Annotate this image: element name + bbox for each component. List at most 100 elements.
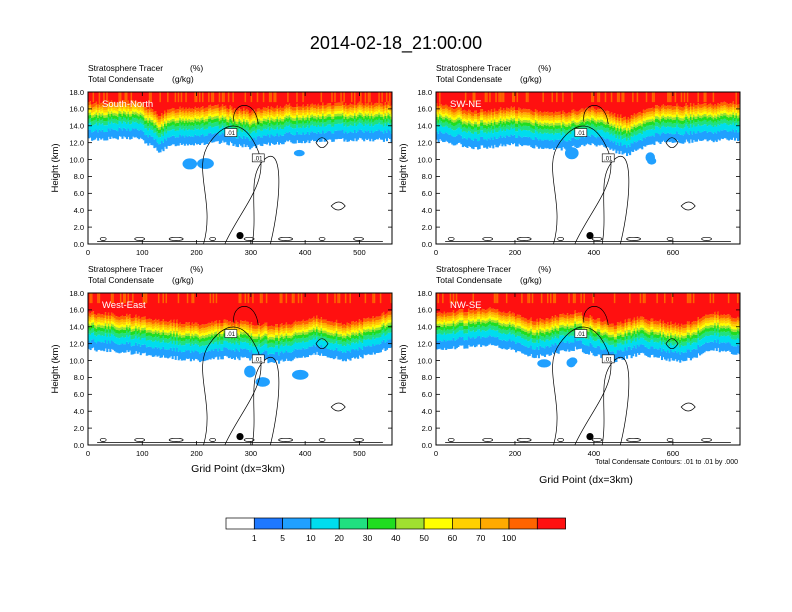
colorbar-swatch bbox=[452, 517, 482, 530]
svg-text:.01: .01 bbox=[604, 156, 613, 162]
header-line2-unit: (g/kg) bbox=[172, 74, 194, 84]
colorbar-label: 1 bbox=[252, 533, 257, 543]
x-tick-label: 600 bbox=[667, 449, 680, 458]
panel-name: SW-NE bbox=[450, 99, 482, 110]
header-line1: Stratosphere Tracer bbox=[88, 264, 163, 274]
y-tick-label: 10.0 bbox=[417, 356, 432, 365]
panel-frame bbox=[435, 292, 741, 446]
tracer-field: .01 .01 bbox=[436, 92, 740, 244]
y-tick-label: 0.0 bbox=[74, 240, 84, 249]
colorbar-swatch bbox=[282, 517, 312, 530]
header-line1: Stratosphere Tracer bbox=[436, 63, 511, 73]
contour-note: Total Condensate Contours: .01 to .01 by… bbox=[595, 459, 738, 466]
colorbar-label: 50 bbox=[419, 533, 429, 543]
y-tick-label: 2.0 bbox=[422, 223, 432, 232]
y-tick-label: 6.0 bbox=[422, 189, 432, 198]
tracer-field: .01 .01 bbox=[88, 293, 392, 445]
x-tick-label: 400 bbox=[299, 248, 312, 257]
x-tick-label: 300 bbox=[245, 248, 258, 257]
y-tick-label: 8.0 bbox=[422, 172, 432, 181]
y-tick-label: 2.0 bbox=[422, 424, 432, 433]
location-marker bbox=[236, 231, 244, 240]
x-tick-label: 400 bbox=[299, 449, 312, 458]
y-tick-label: 12.0 bbox=[417, 339, 432, 348]
y-tick-label: 4.0 bbox=[74, 206, 84, 215]
x-tick-label: 400 bbox=[588, 449, 601, 458]
location-marker bbox=[586, 231, 594, 240]
panel-south-north: .01 .01 South-North Stratosphere Tracer (%) T… bbox=[50, 63, 393, 257]
panel-name: South-North bbox=[102, 99, 153, 110]
contour-label: .01 bbox=[574, 329, 588, 338]
y-tick-label: 4.0 bbox=[422, 206, 432, 215]
y-tick-label: 12.0 bbox=[69, 138, 84, 147]
colorbar-swatch bbox=[395, 517, 425, 530]
panel-name: West-East bbox=[102, 300, 146, 311]
panel-west-east: .01 .01 West-East Stratosphere Tracer (%) Tot… bbox=[50, 264, 393, 458]
colorbar-label: 100 bbox=[502, 533, 516, 543]
contour-label: .01 bbox=[224, 128, 238, 137]
y-tick-label: 16.0 bbox=[417, 105, 432, 114]
y-tick-label: 10.0 bbox=[417, 155, 432, 164]
tracer-field: .01 .01 bbox=[88, 92, 392, 244]
header-line2-unit: (g/kg) bbox=[520, 275, 542, 285]
y-tick-label: 16.0 bbox=[417, 306, 432, 315]
y-tick-label: 6.0 bbox=[422, 390, 432, 399]
header-line2: Total Condensate bbox=[436, 74, 502, 84]
y-tick-label: 14.0 bbox=[69, 323, 84, 332]
x-axis-label-right: Grid Point (dx=3km) bbox=[539, 474, 633, 486]
header-line1: Stratosphere Tracer bbox=[436, 264, 511, 274]
condensate-contours bbox=[445, 105, 731, 244]
colorbar-swatch bbox=[367, 517, 397, 530]
x-tick-label: 0 bbox=[86, 248, 90, 257]
y-tick-label: 8.0 bbox=[74, 373, 84, 382]
y-axis-label: Height (km) bbox=[50, 143, 61, 192]
colorbar-swatch bbox=[480, 517, 510, 530]
header-line1-unit: (%) bbox=[190, 63, 203, 73]
header-line1-unit: (%) bbox=[538, 63, 551, 73]
y-tick-label: 12.0 bbox=[69, 339, 84, 348]
colorbar-swatch bbox=[423, 517, 453, 530]
y-axis-label: Height (km) bbox=[398, 143, 409, 192]
colorbar-swatch bbox=[508, 517, 538, 530]
header-line1: Stratosphere Tracer bbox=[88, 63, 163, 73]
panel-nw-se: .01 .01 NW-SE Stratosphere Tracer (%) Total C… bbox=[398, 264, 741, 458]
colorbar-swatch bbox=[225, 517, 255, 530]
contour-label: .01 bbox=[574, 128, 588, 137]
contour-label: .01 bbox=[251, 354, 265, 363]
colorbar-label: 60 bbox=[448, 533, 458, 543]
colorbar-swatch bbox=[338, 517, 368, 530]
x-axis-label-left: Grid Point (dx=3km) bbox=[191, 463, 285, 475]
x-tick-label: 500 bbox=[353, 449, 366, 458]
header-line2: Total Condensate bbox=[88, 74, 154, 84]
y-tick-label: 10.0 bbox=[69, 155, 84, 164]
contour-label: .01 bbox=[224, 329, 238, 338]
x-tick-label: 100 bbox=[136, 248, 149, 257]
panel-sw-ne: .01 .01 SW-NE Stratosphere Tracer (%) Total C… bbox=[398, 63, 741, 257]
svg-text:.01: .01 bbox=[577, 131, 586, 137]
contour-label: .01 bbox=[601, 354, 615, 363]
colorbar-label: 70 bbox=[476, 533, 486, 543]
colorbar: 1 5 10 20 30 40 50 60 70 100 bbox=[225, 517, 566, 543]
y-tick-label: 10.0 bbox=[69, 356, 84, 365]
y-tick-label: 16.0 bbox=[69, 105, 84, 114]
colorbar-label: 30 bbox=[363, 533, 373, 543]
svg-text:.01: .01 bbox=[227, 131, 236, 137]
y-tick-label: 14.0 bbox=[69, 122, 84, 131]
x-tick-label: 200 bbox=[509, 248, 522, 257]
header-line1-unit: (%) bbox=[538, 264, 551, 274]
y-tick-label: 16.0 bbox=[69, 306, 84, 315]
contour-label: .01 bbox=[601, 153, 615, 162]
x-tick-label: 0 bbox=[86, 449, 90, 458]
panel-frame bbox=[87, 91, 393, 245]
y-tick-label: 18.0 bbox=[69, 289, 84, 298]
y-tick-label: 18.0 bbox=[417, 289, 432, 298]
colorbar-swatch bbox=[536, 517, 566, 530]
colorbar-label: 20 bbox=[334, 533, 344, 543]
y-tick-label: 0.0 bbox=[422, 240, 432, 249]
header-line2: Total Condensate bbox=[88, 275, 154, 285]
x-tick-label: 400 bbox=[588, 248, 601, 257]
x-tick-label: 200 bbox=[190, 449, 203, 458]
x-tick-label: 0 bbox=[434, 449, 438, 458]
y-axis-label: Height (km) bbox=[398, 344, 409, 393]
